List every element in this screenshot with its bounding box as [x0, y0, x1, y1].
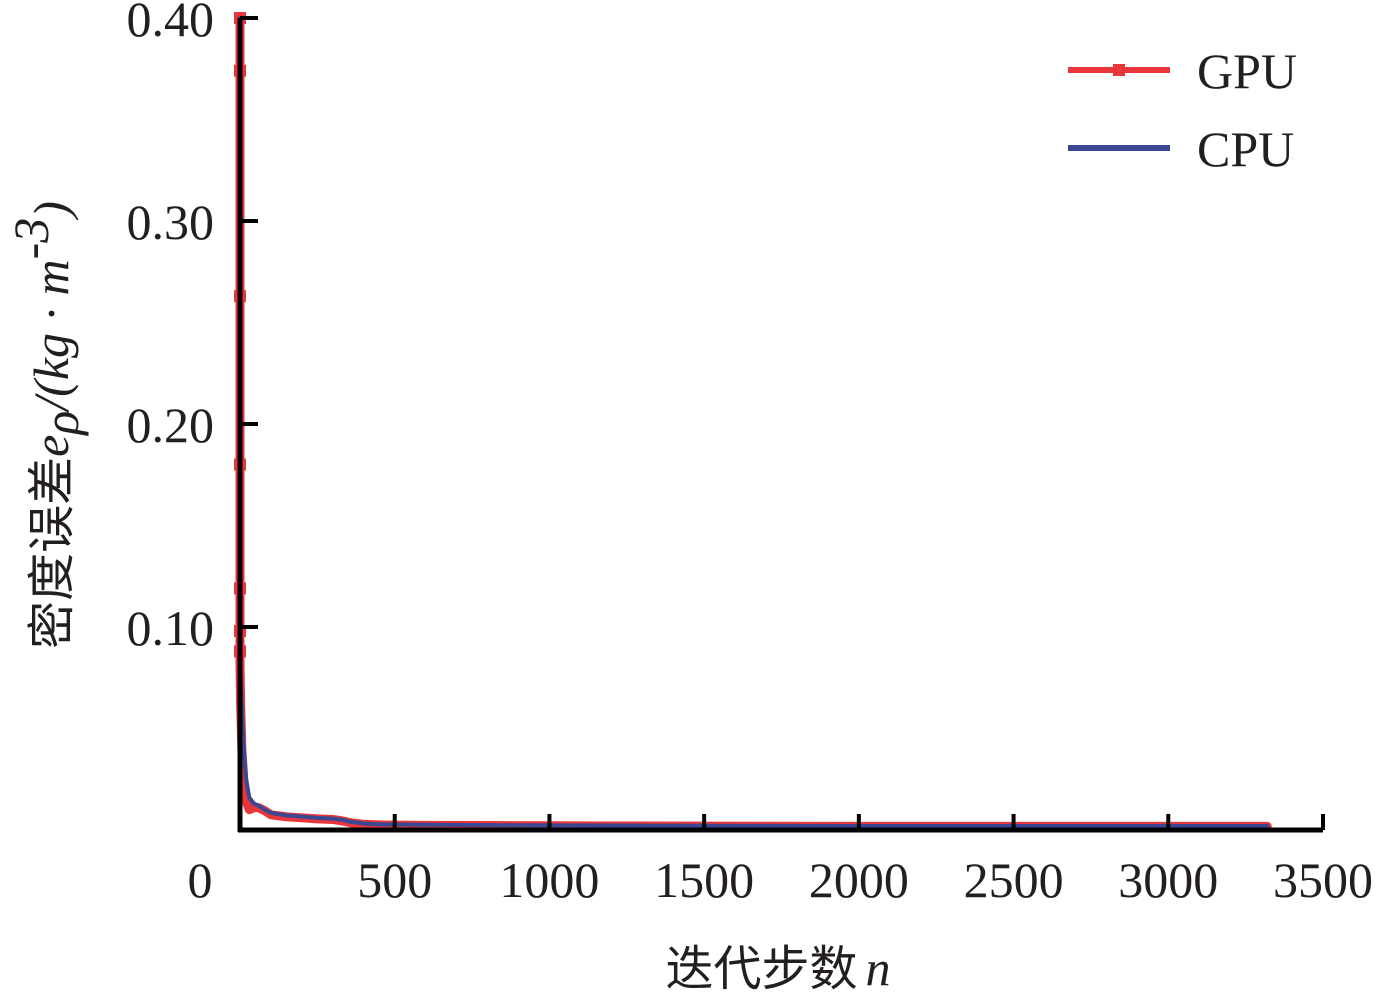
x-tick-label: 1500: [654, 852, 754, 908]
axis-layer: [237, 18, 1323, 833]
legend-item-gpu: GPU: [1068, 43, 1297, 99]
legend-gpu-label: GPU: [1197, 43, 1297, 99]
x-tick-label: 3500: [1273, 852, 1373, 908]
x-tick-label: 2000: [809, 852, 909, 908]
y-axis-title-text: 密度误差: [24, 457, 80, 649]
x-tick-label: 3000: [1118, 852, 1218, 908]
x-tick-label: 1000: [499, 852, 599, 908]
x-axis-title-text: 迭代步数: [665, 941, 857, 995]
tick-layer: 500 1000 1500 2000 2500 3000 3500 0.10 0.20 0.30 0…: [127, 0, 1374, 908]
y-tick-label: 0.40: [127, 0, 215, 47]
x-axis-title-variable: n: [866, 940, 891, 995]
y-axis-title-subscript: ρ: [33, 411, 89, 437]
y-tick-label: 0.30: [127, 194, 215, 250]
y-axis-title: 密度误差eρ/(kg · m-3): [3, 201, 89, 649]
series-line-cpu: [238, 16, 1270, 828]
x-origin-label: 0: [188, 852, 213, 908]
x-tick-label: 500: [357, 852, 432, 908]
legend-gpu-marker: [1113, 64, 1125, 76]
legend-item-cpu: CPU: [1068, 121, 1294, 177]
y-axis-title-variable: e: [23, 435, 79, 457]
y-tick-label: 0.10: [127, 600, 215, 656]
legend: GPU CPU: [1068, 43, 1297, 177]
legend-cpu-label: CPU: [1197, 121, 1294, 177]
x-axis-title: 迭代步数 n: [665, 940, 890, 995]
y-axis-title-unit: /(kg · m: [23, 259, 79, 413]
series-layer: [234, 12, 1272, 831]
x-tick-label: 2500: [964, 852, 1064, 908]
y-axis-title-unit-close: ): [23, 201, 79, 221]
y-tick-label: 0.20: [127, 397, 215, 453]
series-line-gpu: [235, 13, 1272, 831]
y-axis-title-unit-superscript: -3: [3, 218, 59, 260]
